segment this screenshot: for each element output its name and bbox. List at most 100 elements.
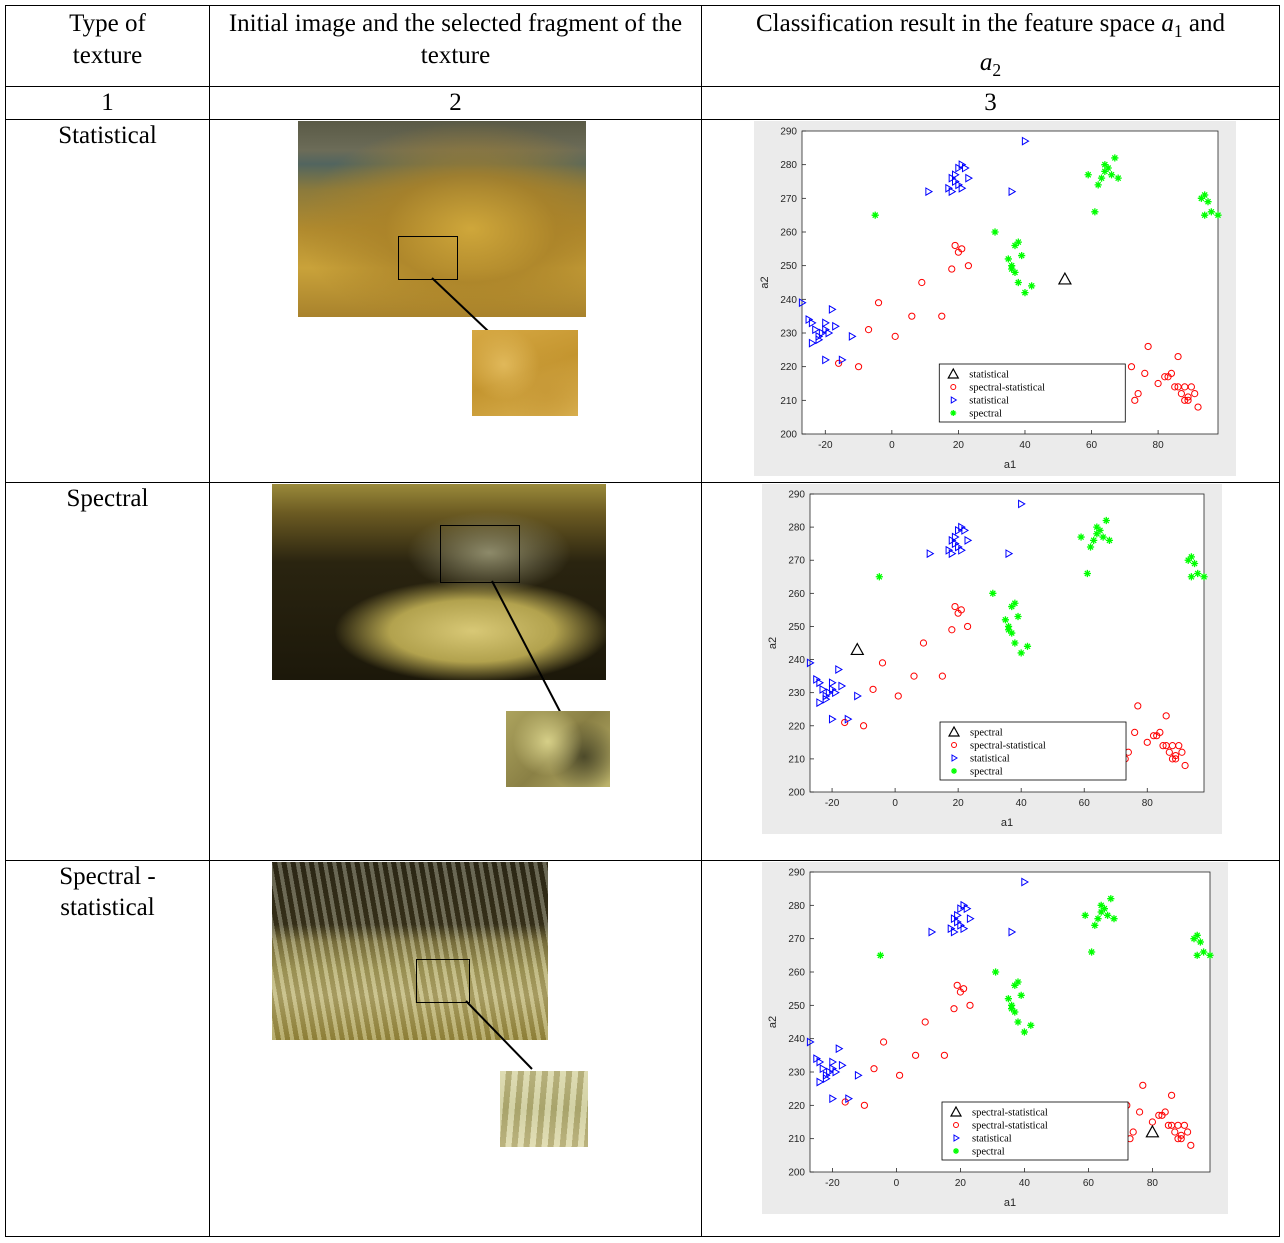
data-point-statistical: [845, 1094, 853, 1104]
data-point-spectral: [989, 589, 997, 597]
legend-label: spectral-statistical: [972, 1121, 1048, 1132]
data-point-statistical: [1018, 499, 1026, 509]
data-point-spectral: [1018, 251, 1026, 260]
data-point-spectral-statistical: [1131, 396, 1139, 404]
x-tick-label: 0: [892, 798, 898, 809]
data-point-spectral: [1206, 951, 1214, 959]
data-point-statistical: [829, 1094, 837, 1104]
legend-label: statistical: [969, 370, 1009, 381]
data-point-statistical: [819, 1064, 828, 1074]
data-point-spectral-statistical: [1180, 1121, 1188, 1129]
data-point-spectral: [1207, 208, 1215, 216]
data-point-spectral-statistical: [919, 639, 928, 647]
data-point-spectral: [1201, 191, 1209, 199]
x-tick-label: 20: [953, 440, 965, 451]
x-tick-label: 80: [1142, 798, 1154, 809]
y-tick-label: 280: [780, 160, 797, 171]
x-tick-label: -20: [818, 440, 833, 451]
data-point-statistical: [828, 304, 837, 314]
leader-line-spectral: [491, 580, 567, 724]
data-point-spectral-statistical: [1134, 390, 1142, 398]
data-point-spectral-statistical: [960, 985, 968, 993]
y-tick-label: 280: [788, 901, 805, 912]
data-point-spectral: [1193, 951, 1201, 959]
y-tick-label: 260: [780, 228, 797, 239]
data-point-statistical: [1008, 187, 1017, 197]
data-point-spectral-statistical: [1187, 383, 1195, 391]
data-point-spectral: [1091, 208, 1099, 216]
image-cell-statistical: [209, 119, 702, 483]
x-tick-label: 60: [1083, 1178, 1095, 1189]
y-tick-label: 290: [788, 490, 805, 501]
data-point-spectral: [1011, 1008, 1019, 1016]
data-point-statistical: [819, 684, 828, 694]
x-tick-label: 80: [1153, 440, 1165, 451]
data-point-statistical: [812, 325, 820, 335]
legend-marker: [951, 768, 958, 774]
data-point-spectral: [1011, 639, 1019, 647]
y-tick-label: 230: [780, 329, 797, 340]
data-point-spectral-statistical: [1149, 732, 1158, 740]
data-point-statistical: [798, 298, 807, 308]
y-tick-label: 210: [788, 754, 805, 765]
data-point-spectral-statistical: [940, 1051, 948, 1059]
data-point-spectral: [1200, 573, 1208, 581]
data-point-spectral-statistical: [1168, 1091, 1176, 1099]
data-point-statistical: [961, 163, 970, 173]
data-point-spectral: [1197, 194, 1205, 202]
data-point-spectral: [1094, 181, 1102, 189]
y-tick-label: 260: [788, 589, 805, 600]
data-point-spectral-statistical: [957, 606, 965, 614]
legend-label: statistical: [969, 396, 1009, 407]
data-point-statistical: [835, 1044, 844, 1054]
x-axis-label: a1: [1004, 459, 1016, 471]
data-point-spectral-statistical: [878, 659, 887, 667]
data-point-statistical: [948, 549, 957, 559]
data-point-spectral: [1014, 1018, 1022, 1026]
data-point-statistical: [954, 910, 962, 920]
y-tick-label: 290: [780, 127, 797, 138]
data-point-statistical: [925, 187, 934, 197]
data-point-spectral-statistical: [908, 312, 916, 320]
data-point-statistical: [965, 173, 973, 183]
data-point-spectral-statistical: [1181, 761, 1189, 770]
selection-box-spectral-statistical: [416, 959, 470, 1003]
data-point-spectral-statistical: [859, 722, 868, 730]
data-point-spectral-statistical: [1136, 1108, 1144, 1116]
data-point-spectral: [1105, 536, 1114, 544]
data-point-spectral-statistical: [1162, 712, 1170, 720]
y-tick-label: 220: [780, 362, 797, 373]
scatter-plot-spectral: -20 0 20 40 60 80 200 210 220 230 240 250 260 270 280 2…: [762, 484, 1222, 834]
legend-marker: [951, 742, 958, 748]
data-point-spectral: [1086, 543, 1095, 551]
data-point-spectral-statistical: [841, 718, 849, 727]
data-point-spectral-statistical: [953, 981, 961, 989]
x-axis-label: a1: [1001, 817, 1013, 829]
data-point-spectral: [1196, 938, 1204, 946]
data-point-spectral-statistical: [1178, 748, 1186, 756]
data-point-spectral: [1114, 174, 1122, 182]
data-point-spectral-statistical: [1161, 1108, 1169, 1116]
legend-label: spectral: [972, 1147, 1005, 1158]
data-point-statistical: [808, 338, 817, 348]
data-point-statistical: [1008, 927, 1017, 937]
data-point-spectral: [1077, 533, 1085, 541]
y-tick-label: 200: [788, 788, 805, 799]
x-tick-label: 40: [1019, 440, 1031, 451]
data-point-spectral-statistical: [869, 685, 877, 693]
data-point-spectral: [875, 573, 883, 581]
header-col1: Type of texture: [5, 5, 210, 87]
data-point-statistical: [816, 678, 825, 688]
y-tick-label: 240: [788, 1034, 805, 1045]
col-number-2: 2: [209, 86, 702, 120]
data-point-spectral-statistical: [1172, 755, 1180, 763]
row-spectral-statistical: Spectral - statistical -20 0 20 40 60 80 200 21…: [5, 860, 1280, 1237]
data-point-spectral-statistical: [1165, 748, 1173, 756]
data-point-spectral: [1014, 612, 1022, 621]
query-point-marker: [1145, 1124, 1160, 1138]
data-point-statistical: [832, 321, 840, 331]
legend-label: statistical: [970, 754, 1010, 765]
data-point-spectral-statistical: [870, 1065, 878, 1073]
data-point-spectral-statistical: [1139, 1081, 1147, 1089]
data-point-spectral: [1101, 167, 1109, 175]
